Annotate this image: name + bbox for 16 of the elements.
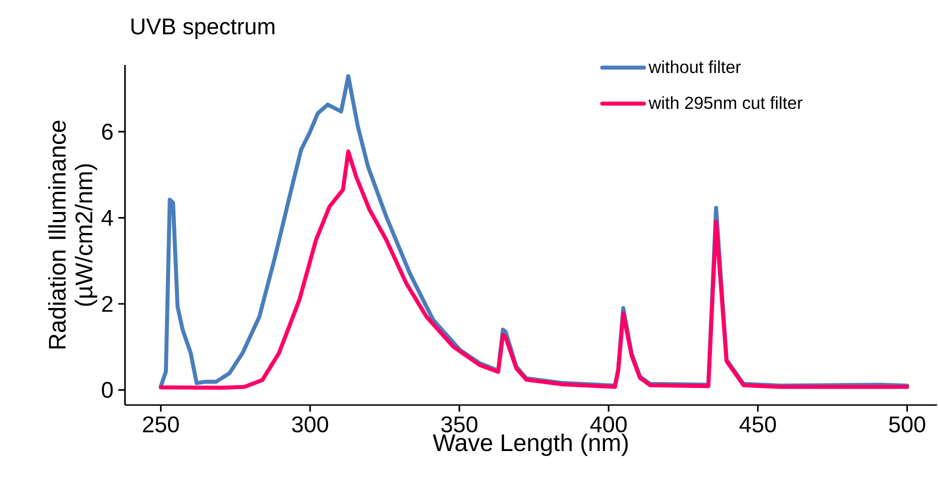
x-axis-title: Wave Length (nm) <box>432 434 628 456</box>
legend-label: with 295nm cut filter <box>648 96 802 110</box>
chart-title: UVB spectrum <box>131 18 274 39</box>
x-tick-label: 500 <box>889 416 926 432</box>
x-tick-label: 250 <box>143 416 179 432</box>
y-tick-label: 6 <box>102 124 113 140</box>
x-tick-label: 450 <box>740 416 776 432</box>
y-tick-label: 2 <box>102 296 112 312</box>
x-tick-label: 400 <box>590 416 627 432</box>
x-tick-label: 350 <box>441 416 478 432</box>
y-tick-label: 4 <box>102 210 113 226</box>
legend-label: without filter <box>648 60 741 74</box>
line-series <box>158 150 910 390</box>
y-tick-label: 0 <box>102 382 113 398</box>
x-tick-label: 300 <box>292 416 328 432</box>
y-axis-title: Radiation Illuminance (µW/cm2/nm) <box>48 120 98 348</box>
